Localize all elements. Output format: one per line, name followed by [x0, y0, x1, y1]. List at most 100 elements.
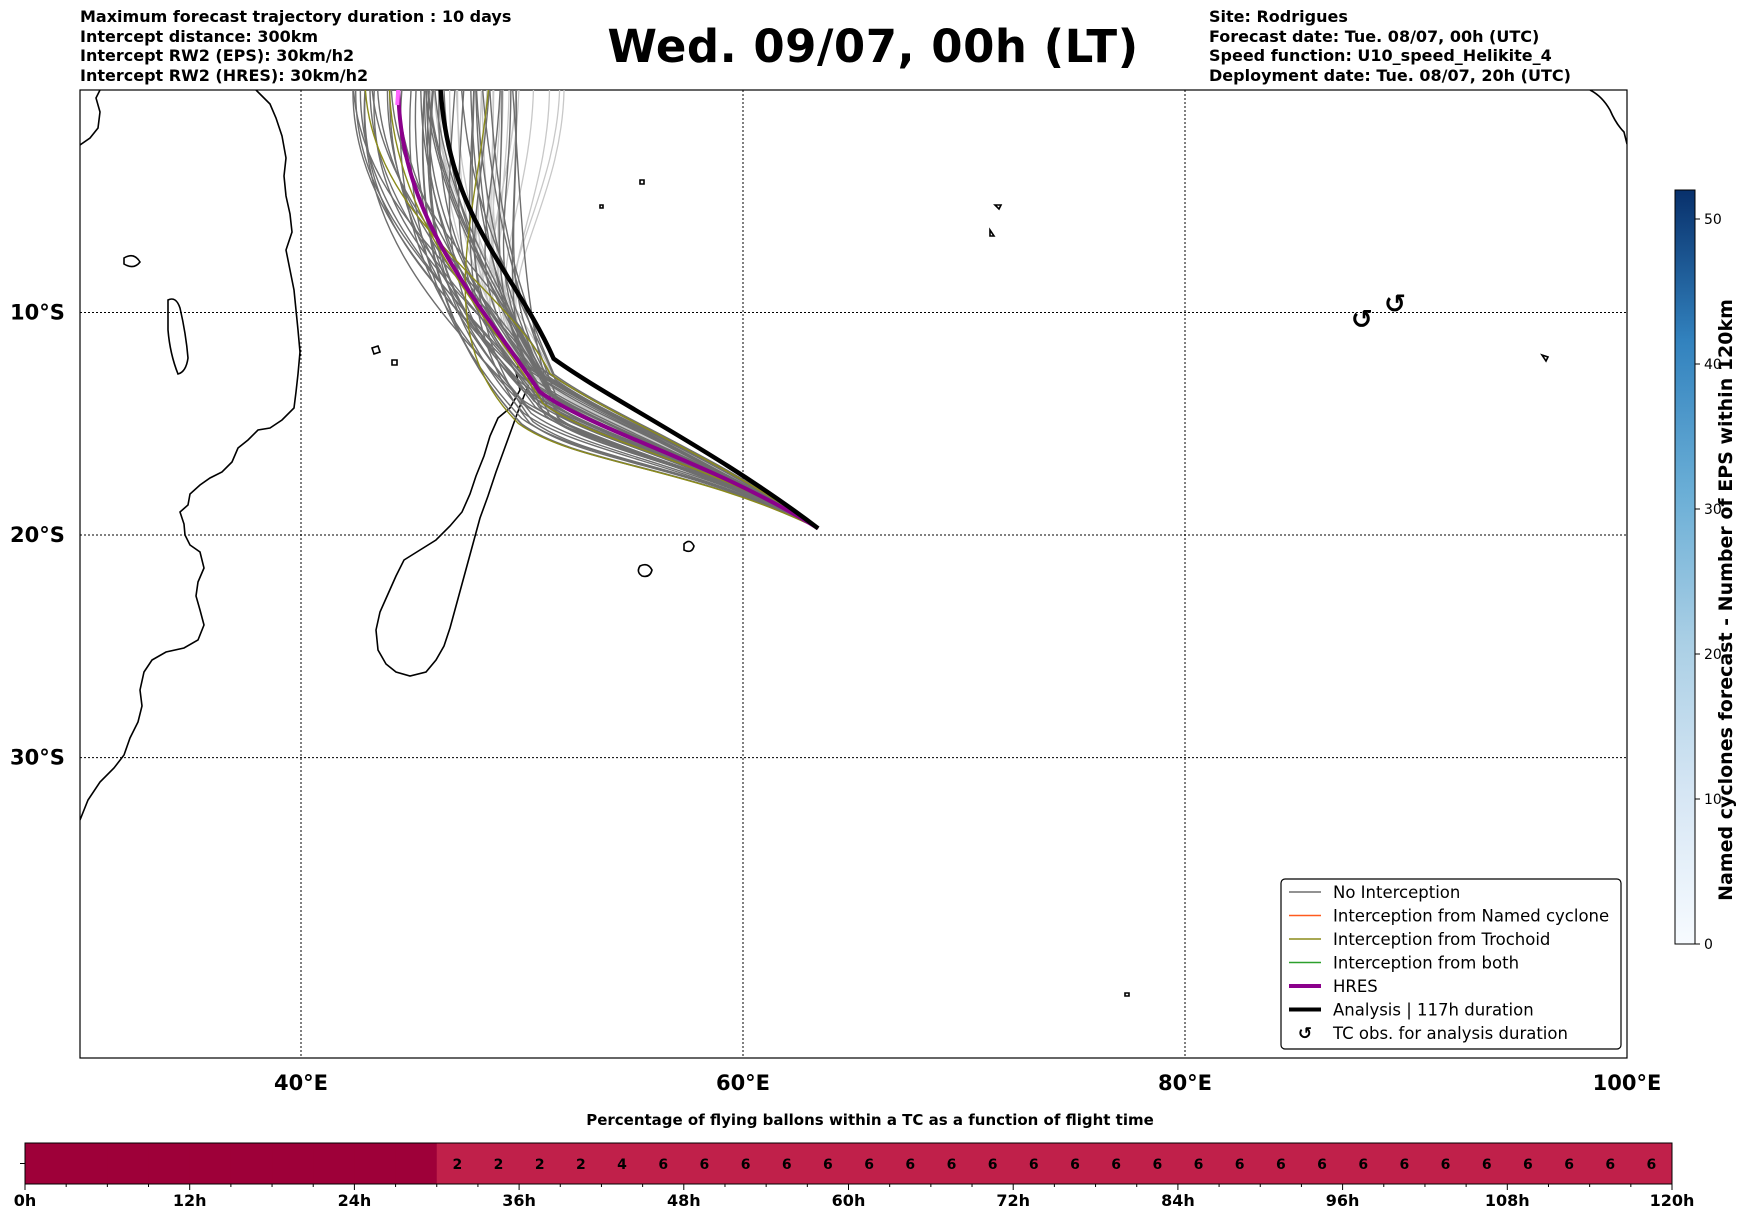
percentage-cell [1095, 1143, 1138, 1184]
percentage-value: 6 [1194, 1157, 1204, 1173]
percentage-value: 6 [864, 1157, 874, 1173]
percentage-value: 6 [1358, 1157, 1368, 1173]
legend-label: Interception from Trochoid [1333, 930, 1550, 949]
longitude-label: 60°E [716, 1071, 770, 1095]
percentage-cell [1136, 1143, 1179, 1184]
percentage-value: 6 [1070, 1157, 1080, 1173]
legend-cyclone-icon: ↺ [1298, 1024, 1312, 1044]
percentage-cell [107, 1143, 150, 1184]
latitude-label: 10°S [10, 301, 65, 325]
amsterdam-island [1124, 992, 1130, 997]
percentage-value: 6 [1441, 1157, 1451, 1173]
arabia-coastline [80, 90, 101, 146]
percentage-value: 6 [1399, 1157, 1409, 1173]
ensemble-trajectory [433, 90, 819, 529]
graticule [80, 90, 1627, 1058]
percentage-bar-ticks: 0h 12h 24h 36h 48h 60h 72h 84h 96h 108h 120h [14, 1163, 1694, 1210]
percentage-cell [477, 1143, 520, 1184]
longitude-labels: 40°E 60°E 80°E 100°E [274, 1071, 1661, 1095]
trochoid-trajectory [388, 90, 819, 529]
tc-observation-icon: ↺ [1351, 305, 1373, 335]
header-right-line: Deployment date: Tue. 08/07, 20h (UTC) [1209, 65, 1571, 85]
percentage-cell [395, 1143, 438, 1184]
comoros-island [370, 344, 382, 356]
percentage-cell [601, 1143, 644, 1184]
reunion-island [683, 540, 695, 553]
percentage-cell [1466, 1143, 1508, 1184]
latitude-label: 30°S [10, 746, 65, 770]
percentage-cell [25, 1143, 67, 1184]
ensemble-trajectory [477, 90, 819, 529]
percentage-value: 6 [1647, 1157, 1657, 1173]
percentage-value: 6 [1523, 1157, 1533, 1173]
percentage-tick-label: 84h [1161, 1191, 1195, 1210]
legend-label: TC obs. for analysis duration [1332, 1024, 1568, 1043]
percentage-cell [930, 1143, 973, 1184]
colorbar-tick-label: 50 [1704, 212, 1722, 228]
percentage-cell [1424, 1143, 1467, 1184]
percentage-cell [1383, 1143, 1426, 1184]
percentage-cell [848, 1143, 891, 1184]
percentage-value: 2 [576, 1157, 586, 1173]
header-left-line: Intercept RW2 (HRES): 30km/h2 [80, 65, 369, 85]
mauritius-island [637, 563, 653, 578]
map-frame [79, 89, 1628, 1059]
ensemble-trajectory [426, 90, 819, 530]
header-right-line: Speed function: U10_speed_Helikite_4 [1209, 46, 1552, 65]
cocos-island [1540, 353, 1550, 363]
percentage-value: 6 [1564, 1157, 1574, 1173]
ensemble-trajectory [502, 90, 819, 529]
header-right-line: Forecast date: Tue. 08/07, 00h (UTC) [1209, 26, 1540, 46]
percentage-value: 6 [1317, 1157, 1327, 1173]
mafia-island [167, 298, 189, 375]
comoros-island [391, 359, 398, 366]
colorbar-tick-label: 10 [1704, 792, 1722, 808]
percentage-value: 6 [905, 1157, 915, 1173]
percentage-bar-title: Percentage of flying ballons within a TC… [586, 1111, 1154, 1129]
percentage-cell [354, 1143, 397, 1184]
percentage-cell [519, 1143, 561, 1184]
ensemble-trajectory [438, 90, 819, 529]
analysis-trajectory [438, 90, 820, 531]
legend-box [1280, 878, 1622, 1050]
percentage-cell [1054, 1143, 1097, 1184]
percentage-cell [724, 1143, 767, 1184]
seychelles-island [639, 179, 645, 185]
longitude-label: 40°E [274, 1071, 328, 1095]
ensemble-trajectory [491, 90, 819, 529]
percentage-cell [1219, 1143, 1261, 1184]
header-right-info: Site: Rodrigues Forecast date: Tue. 08/0… [1209, 7, 1571, 85]
legend-label: Interception from both [1333, 954, 1519, 973]
colorbar-ticks: 0 10 20 30 40 50 [1695, 212, 1722, 953]
percentage-value: 6 [1605, 1157, 1615, 1173]
percentage-value: 6 [947, 1157, 957, 1173]
ensemble-trajectory [414, 90, 819, 529]
colorbar-gradient [1674, 189, 1696, 945]
ensemble-trajectory [490, 90, 819, 529]
chagos-island [993, 204, 1003, 211]
legend: No Interception Interception from Named c… [1280, 878, 1622, 1050]
trajectory-lines [352, 90, 820, 531]
coastlines [80, 90, 1627, 997]
percentage-tick-label: 48h [667, 1191, 701, 1210]
percentage-value: 6 [823, 1157, 833, 1173]
africa-coastline [80, 90, 301, 821]
percentage-cell [1301, 1143, 1344, 1184]
header-left-info: Maximum forecast trajectory duration : 1… [80, 7, 511, 85]
percentage-tick-label: 12h [173, 1191, 207, 1210]
percentage-value: 6 [1235, 1157, 1245, 1173]
percentage-value: 6 [700, 1157, 710, 1173]
colorbar-tick-label: 20 [1704, 647, 1722, 663]
ensemble-trajectory [363, 90, 819, 530]
percentage-cell [1260, 1143, 1302, 1184]
percentage-cell [1013, 1143, 1055, 1184]
ensemble-trajectory [373, 90, 819, 529]
header-left-line: Intercept distance: 300km [80, 26, 319, 46]
tc-observation-icon: ↺ [1384, 290, 1406, 320]
latitude-label: 20°S [10, 523, 65, 547]
colorbar-tick-label: 40 [1704, 357, 1722, 373]
trochoid-trajectory [464, 90, 819, 530]
percentage-value: 6 [1152, 1157, 1162, 1173]
percentage-value: 2 [535, 1157, 545, 1173]
